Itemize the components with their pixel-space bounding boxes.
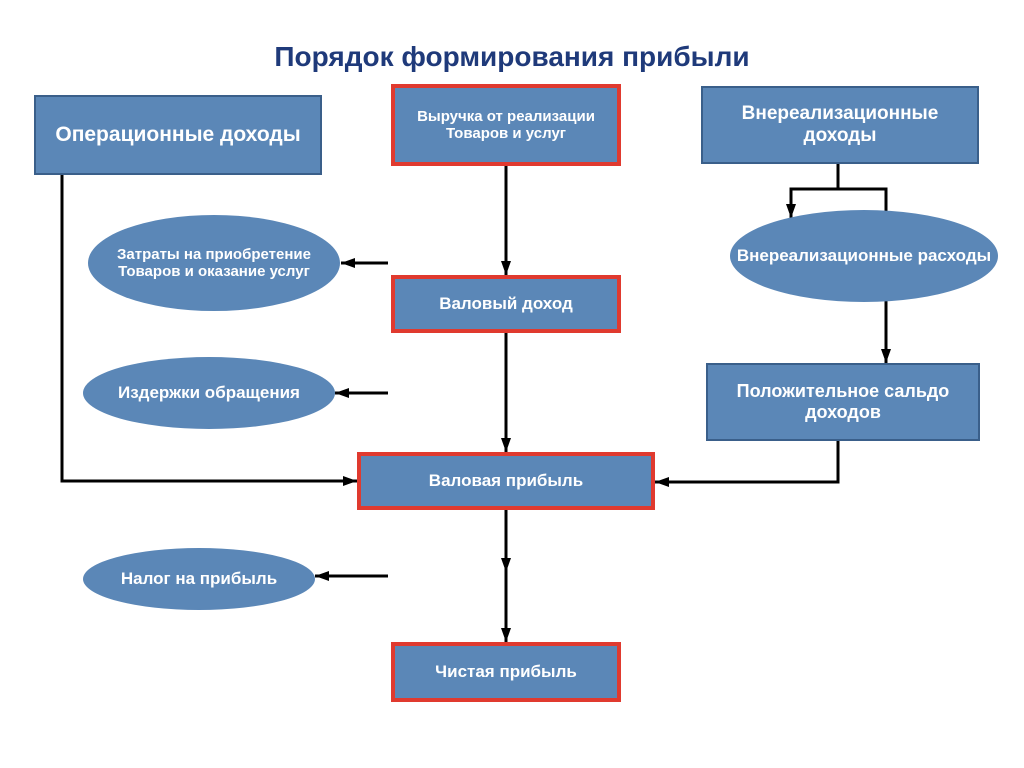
node-label-gross_profit: Валовая прибыль — [429, 471, 583, 491]
node-costs_goods: Затраты на приобретение Товаров и оказан… — [88, 215, 340, 311]
node-label-costs_goods: Затраты на приобретение Товаров и оказан… — [94, 246, 334, 281]
node-label-net_profit: Чистая прибыль — [435, 662, 577, 682]
node-tax: Налог на прибыль — [83, 548, 315, 610]
node-pos_balance: Положительное сальдо доходов — [706, 363, 980, 441]
node-label-nonop_exp: Внереализационные расходы — [737, 246, 991, 266]
node-label-op_income: Операционные доходы — [55, 123, 300, 147]
node-label-tax: Налог на прибыль — [121, 569, 277, 589]
node-label-pos_balance: Положительное сальдо доходов — [714, 381, 972, 422]
node-label-gross_income: Валовый доход — [439, 294, 573, 314]
page-title: Порядок формирования прибыли — [0, 41, 1024, 73]
node-net_profit: Чистая прибыль — [391, 642, 621, 702]
node-nonop_income: Внереализационные доходы — [701, 86, 979, 164]
node-gross_profit: Валовая прибыль — [357, 452, 655, 510]
node-nonop_exp: Внереализационные расходы — [730, 210, 998, 302]
node-op_income: Операционные доходы — [34, 95, 322, 175]
node-label-circ_costs: Издержки обращения — [118, 383, 300, 403]
node-revenue: Выручка от реализации Товаров и услуг — [391, 84, 621, 166]
node-label-revenue: Выручка от реализации Товаров и услуг — [401, 108, 611, 143]
node-circ_costs: Издержки обращения — [83, 357, 335, 429]
node-gross_income: Валовый доход — [391, 275, 621, 333]
node-label-nonop_income: Внереализационные доходы — [709, 103, 971, 147]
